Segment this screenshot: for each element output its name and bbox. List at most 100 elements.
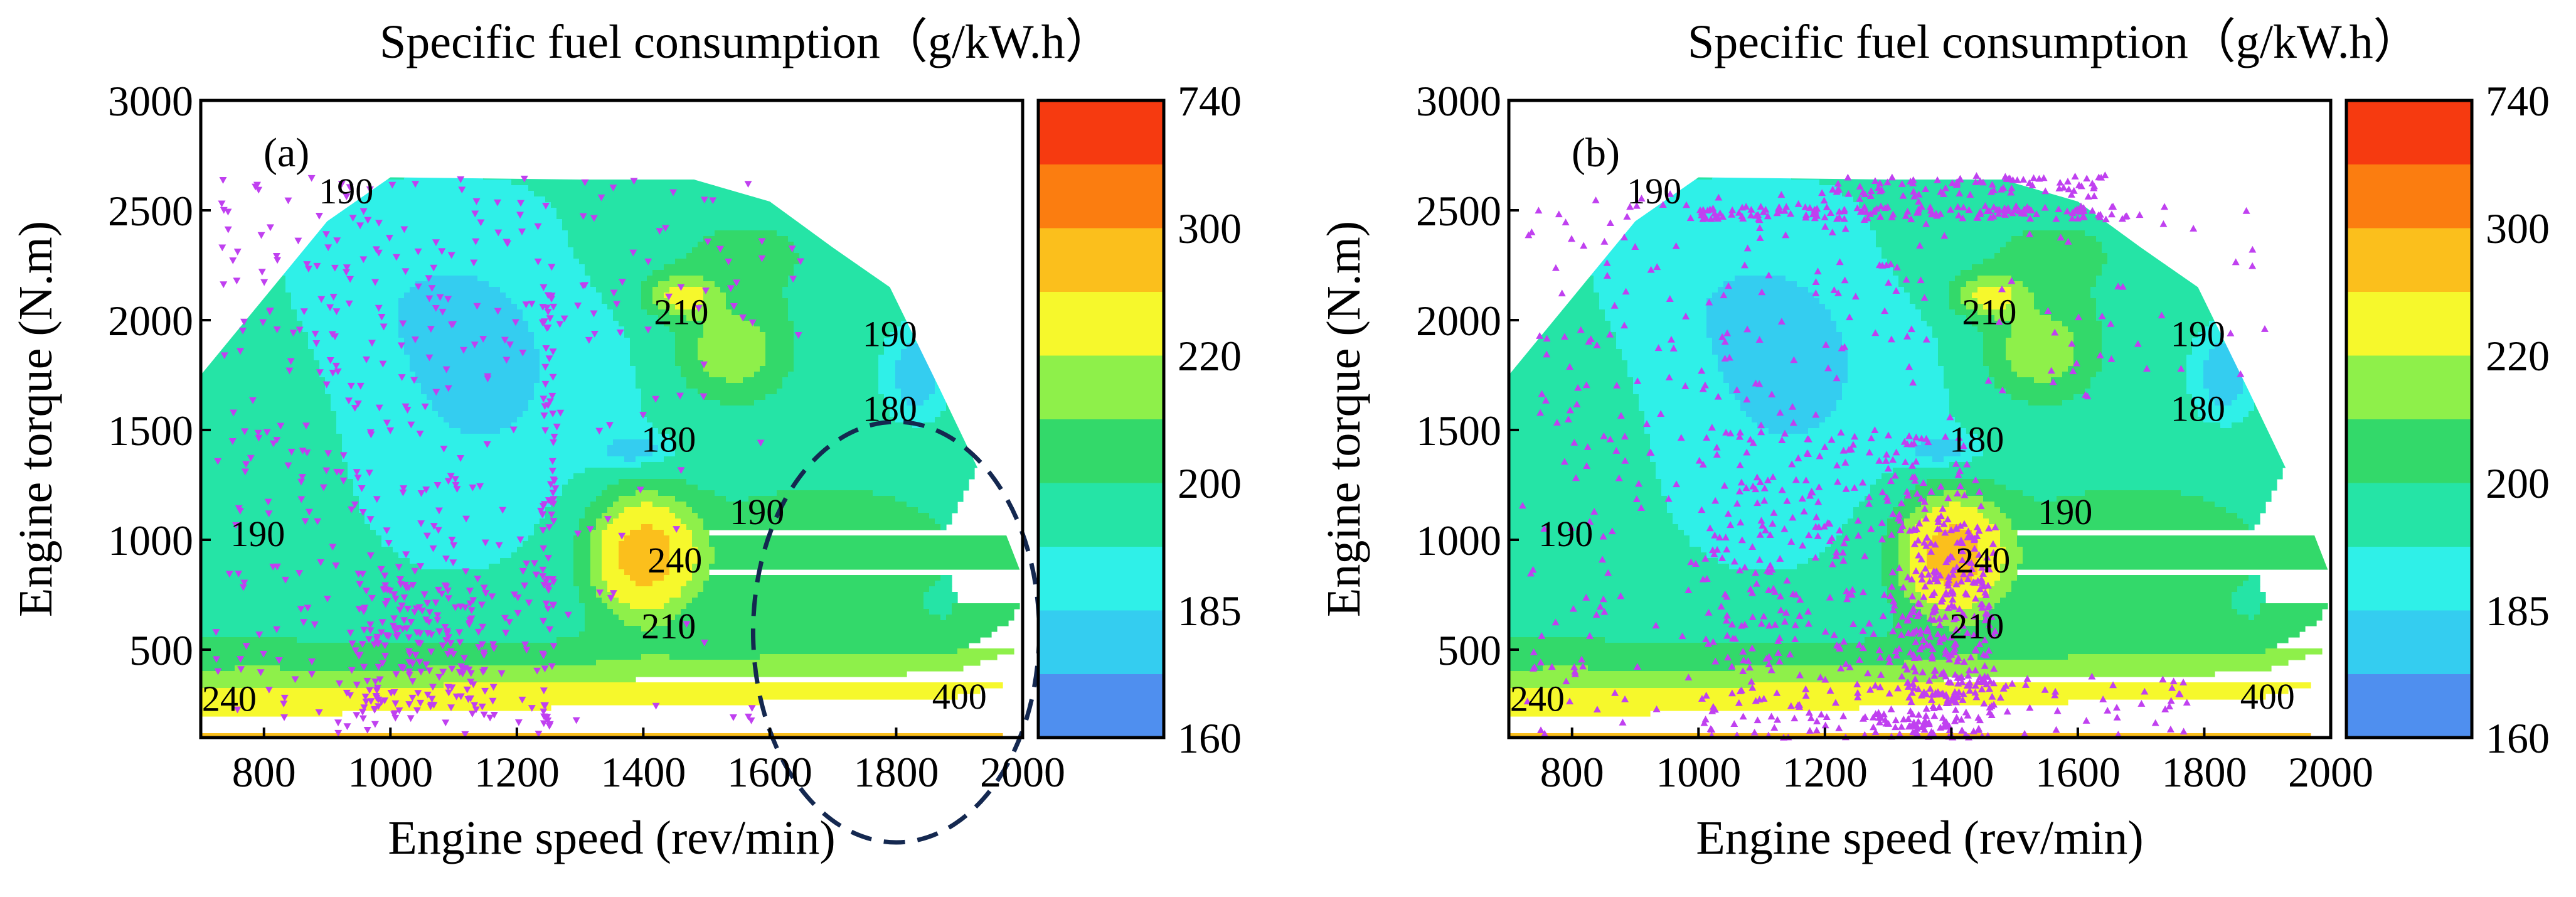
contour-cell (1509, 592, 1888, 598)
operating-point (2041, 203, 2049, 211)
contour-cell (692, 564, 710, 570)
operating-point (432, 389, 440, 396)
contour-cell (325, 383, 422, 389)
operating-point (1965, 681, 1973, 689)
colorbar-tick-label: 220 (2486, 332, 2550, 380)
contour-cell (331, 406, 433, 412)
operating-point (729, 714, 737, 721)
contour-cell (607, 524, 642, 530)
operating-point (393, 632, 402, 639)
operating-point (683, 621, 691, 628)
contour-cell (923, 400, 947, 406)
contour-cell (444, 417, 518, 423)
operating-point (1700, 212, 1708, 219)
operating-point (2237, 370, 2245, 377)
operating-point (1944, 696, 1952, 703)
operating-point (282, 576, 290, 584)
contour-cell (1910, 575, 1939, 581)
operating-point (353, 681, 361, 689)
contour-cell (675, 451, 981, 457)
operating-point (305, 508, 313, 516)
operating-point (1922, 434, 1930, 442)
contour-cell (686, 315, 743, 321)
operating-point (2107, 355, 2116, 362)
contour-cell (2186, 366, 2204, 372)
operating-point (255, 186, 263, 194)
operating-point (416, 630, 424, 638)
contour-cell (794, 349, 885, 355)
operating-point (1811, 554, 1819, 561)
operating-point (471, 210, 479, 218)
operating-point (363, 356, 371, 363)
operating-point (1896, 730, 1904, 738)
contour-cell (1509, 411, 1645, 417)
operating-point (307, 175, 316, 182)
operating-point (1769, 584, 1777, 592)
contour-cell (669, 598, 693, 604)
operating-point (2021, 681, 2030, 688)
contour-cell (573, 541, 591, 547)
contour-cell (636, 456, 664, 463)
operating-point (480, 584, 488, 592)
contour-cell (444, 682, 1003, 689)
operating-point (356, 581, 364, 588)
operating-point (1637, 504, 1645, 511)
operating-point (423, 532, 431, 540)
colorbar-band (2346, 674, 2472, 738)
contour-cell (556, 213, 986, 220)
operating-point (1888, 568, 1897, 576)
contour-cell (630, 530, 664, 536)
contour-cell (664, 264, 794, 271)
operating-point (1528, 228, 1536, 235)
contour-cell (602, 530, 631, 536)
contour-cell (511, 422, 653, 429)
contour-cell (585, 603, 608, 610)
contour-cell (579, 530, 591, 536)
operating-point (457, 663, 466, 670)
contour-cell (2006, 343, 2074, 350)
operating-point (1733, 500, 1741, 507)
operating-point (399, 665, 407, 672)
operating-point (1758, 288, 1766, 296)
operating-point (590, 310, 598, 318)
contour-cell (1944, 366, 1989, 372)
contour-cell (1509, 253, 1589, 259)
operating-point (1608, 527, 1616, 535)
contour-cell (1509, 293, 1600, 299)
operating-point (317, 559, 325, 566)
contour-cell (1819, 298, 1910, 304)
operating-point (1817, 711, 1825, 717)
operating-point (464, 696, 472, 703)
operating-point (1746, 663, 1754, 671)
operating-point (1802, 692, 1810, 699)
contour-cell (1644, 422, 1758, 429)
contour-cell (404, 349, 540, 355)
operating-point (1603, 259, 1611, 266)
operating-point (458, 186, 466, 194)
operating-point (1834, 180, 1842, 187)
contour-cell (1893, 468, 2283, 474)
operating-point (1931, 667, 1939, 674)
operating-point (2158, 311, 2166, 319)
operating-point (676, 392, 684, 400)
operating-point (1952, 580, 1961, 588)
operating-point (517, 200, 525, 207)
colorbar-band (1038, 355, 1164, 419)
operating-point (1917, 556, 1925, 562)
operating-point (266, 307, 274, 314)
contour-cell (1898, 564, 1910, 570)
operating-point (1923, 640, 1931, 648)
contour-cell (2265, 648, 2323, 655)
contour-cell (794, 247, 986, 254)
contour-cell (2023, 230, 2085, 237)
operating-point (1989, 679, 1998, 687)
contour-cell (743, 377, 783, 384)
contour-cell (794, 270, 986, 276)
contour-cell (2068, 654, 2306, 660)
contour-cell (562, 225, 986, 231)
operating-point (434, 586, 442, 594)
contour-cell (1944, 490, 1967, 497)
operating-point (329, 294, 338, 301)
contour-cell (630, 603, 664, 610)
operating-point (519, 349, 527, 357)
